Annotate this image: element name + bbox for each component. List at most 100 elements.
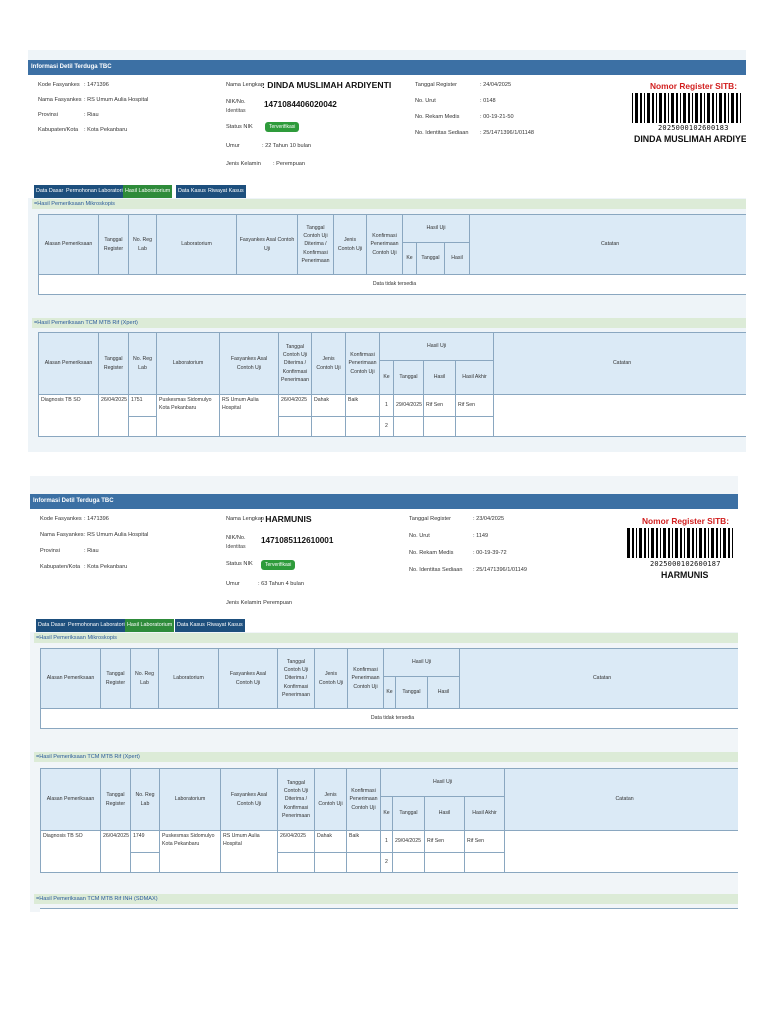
th-ke: Ke — [379, 360, 394, 395]
th-hasil-akhir: Hasil Akhir — [463, 796, 506, 831]
tab-data-dasar[interactable]: Data Dasar — [34, 185, 66, 198]
cell-hasil: Rif Sen — [423, 394, 456, 417]
tab-bar: Data Dasar Permohonan Laboratorium Hasil… — [28, 183, 746, 198]
th-tanggal: Tanggal — [393, 360, 424, 395]
th-hasil-uji: Hasil Uji — [401, 214, 471, 243]
nama-lengkap-value: : DINDA MUSLIMAH ARDIYENTI — [262, 80, 392, 90]
th-tanggal-register: Tanggal Register — [98, 332, 129, 395]
jenis-kelamin-label: Jenis Kelamin — [226, 161, 261, 167]
barcode-bar — [700, 93, 702, 123]
barcode-bar — [639, 528, 642, 558]
cell-empty — [345, 416, 380, 437]
cell-no-reg-lab: 1751 — [128, 394, 157, 417]
tab-bar: Data Dasar Permohonan Laboratorium Hasil… — [30, 617, 738, 632]
section-tcm-xpert[interactable]: =Hasil Pemeriksaan TCM MTB Rif (Xpert) — [32, 318, 746, 328]
kabkota-value: : Kota Pekanbaru — [84, 127, 128, 133]
th-ke: Ke — [380, 796, 393, 831]
empty-row: Data tidak tersedia — [37, 274, 746, 295]
cell-tanggal: 29/04/2025 — [392, 830, 425, 853]
barcode-bar — [736, 93, 738, 123]
barcode-bar — [635, 93, 638, 123]
barcode-bar — [648, 528, 649, 558]
tab-data-dasar[interactable]: Data Dasar — [36, 619, 68, 632]
provinsi-label: Provinsi — [38, 112, 58, 118]
table-row: Diagnosis TB SO 26/04/2025 1751 Puskesma… — [38, 394, 746, 437]
empty-row: Data tidak tersedia — [39, 708, 738, 729]
th-no-reg-lab: No. Reg Lab — [130, 648, 159, 709]
barcode-bar — [716, 528, 718, 558]
barcode-bar — [660, 528, 661, 558]
th-laboratorium: Laboratorium — [156, 332, 220, 395]
th-fasyankes-asal: Fasyankes Asal Contoh Uji — [236, 214, 298, 275]
tab-riwayat-kasus[interactable]: Riwayat Kasus — [205, 619, 245, 632]
jenis-kelamin-value: : Perempuan — [260, 600, 293, 606]
tab-data-kasus[interactable]: Data Kasus — [175, 619, 207, 632]
barcode-bar — [627, 528, 630, 558]
barcode-bar — [680, 93, 681, 123]
barcode-bar — [647, 93, 650, 123]
nik-value: 1471084406020042 — [264, 100, 337, 109]
cell-empty — [463, 852, 506, 873]
kode-faskes-label: Kode Fasyankes — [38, 82, 80, 88]
tab-permohonan-laboratorium[interactable]: Permohonan Laboratorium — [64, 185, 133, 198]
th-tanggal-contoh: Tanggal Contoh Uji Diterima / Konfirmasi… — [297, 214, 334, 275]
no-urut-value: : 1149 — [473, 533, 489, 539]
umur-value: : 22 Tahun 10 bulan — [262, 143, 312, 149]
th-hasil-uji: Hasil Uji — [378, 332, 495, 361]
tanggal-register-label: Tanggal Register — [415, 82, 457, 88]
section-tcm-xpert[interactable]: =Hasil Pemeriksaan TCM MTB Rif (Xpert) — [34, 752, 738, 762]
barcode-bar — [728, 528, 730, 558]
barcode-bar — [707, 93, 710, 123]
barcode-bar — [676, 93, 678, 123]
barcode-bar — [712, 93, 714, 123]
barcode-bar — [659, 93, 662, 123]
th-tanggal: Tanggal — [395, 676, 428, 709]
th-tanggal: Tanggal — [392, 796, 425, 831]
barcode-bar — [731, 93, 734, 123]
tab-hasil-laboratorium[interactable]: Hasil Laboratorium — [125, 619, 175, 632]
cell-fasyankes-asal: RS Umum Aulia Hospital — [219, 394, 279, 437]
barcode-bar — [668, 528, 670, 558]
th-fasyankes-asal: Fasyankes Asal Contoh Uji — [220, 768, 278, 831]
no-identitas-sediaan-value: : 25/1471396/1/01149 — [473, 567, 528, 573]
barcode-bar — [740, 93, 741, 123]
nama-faskes-label: Nama Fasyankes — [40, 532, 84, 538]
th-fasyankes-asal: Fasyankes Asal Contoh Uji — [219, 332, 279, 395]
barcode-bar — [696, 528, 697, 558]
no-rekam-medis-value: : 00-19-39-72 — [473, 550, 507, 556]
tab-permohonan-laboratorium[interactable]: Permohonan Laboratorium — [66, 619, 135, 632]
th-hasil-uji: Hasil Uji — [382, 648, 461, 677]
th-catatan: Catatan — [504, 768, 738, 831]
tab-hasil-laboratorium[interactable]: Hasil Laboratorium — [123, 185, 173, 198]
tab-data-kasus[interactable]: Data Kasus — [176, 185, 208, 198]
th-hasil-uji: Hasil Uji — [379, 768, 506, 797]
barcode-bar — [695, 93, 698, 123]
barcode-bar — [723, 528, 726, 558]
section-mikroskopis[interactable]: =Hasil Pemeriksaan Mikroskopis — [32, 199, 746, 209]
th-konfirmasi: Konfirmasi Penerimaan Contoh Uji — [346, 768, 381, 831]
kabkota-label: Kabupaten/Kota — [38, 127, 79, 133]
th-tanggal-register: Tanggal Register — [98, 214, 129, 275]
cell-tanggal-register: 26/04/2025 — [98, 394, 129, 437]
section-mikroskopis[interactable]: =Hasil Pemeriksaan Mikroskopis — [34, 633, 738, 643]
th-alasan: Alasan Pemeriksaan — [40, 768, 101, 831]
screenshot-record-1: Informasi Detil Terduga TBC Kode Fasyank… — [28, 50, 746, 452]
status-nik-label: Status NIK — [226, 124, 253, 130]
cell-empty — [314, 852, 347, 873]
th-laboratorium: Laboratorium — [158, 648, 219, 709]
tab-riwayat-kasus[interactable]: Riwayat Kasus — [206, 185, 246, 198]
table-row: 2 — [41, 852, 739, 873]
barcode-bar — [687, 528, 690, 558]
cell-empty — [277, 852, 315, 873]
section-tcm-inh[interactable]: =Hasil Pemeriksaan TCM MTB Rif INH (SDMA… — [34, 894, 738, 904]
tanggal-register-value: : 24/04/2025 — [480, 82, 512, 88]
barcode-bar — [684, 528, 685, 558]
patient-info: Kode Fasyankes : 1471396 Nama Fasyankes … — [30, 509, 738, 617]
cell-konfirmasi: Baik — [345, 394, 380, 417]
cell-no-reg-lab: 1749 — [130, 830, 160, 853]
no-identitas-sediaan-value: : 25/1471396/1/01148 — [480, 130, 535, 136]
th-catatan: Catatan — [469, 214, 746, 275]
barcode-bar — [656, 93, 657, 123]
cell-empty — [346, 852, 381, 873]
barcode-bar — [728, 93, 729, 123]
